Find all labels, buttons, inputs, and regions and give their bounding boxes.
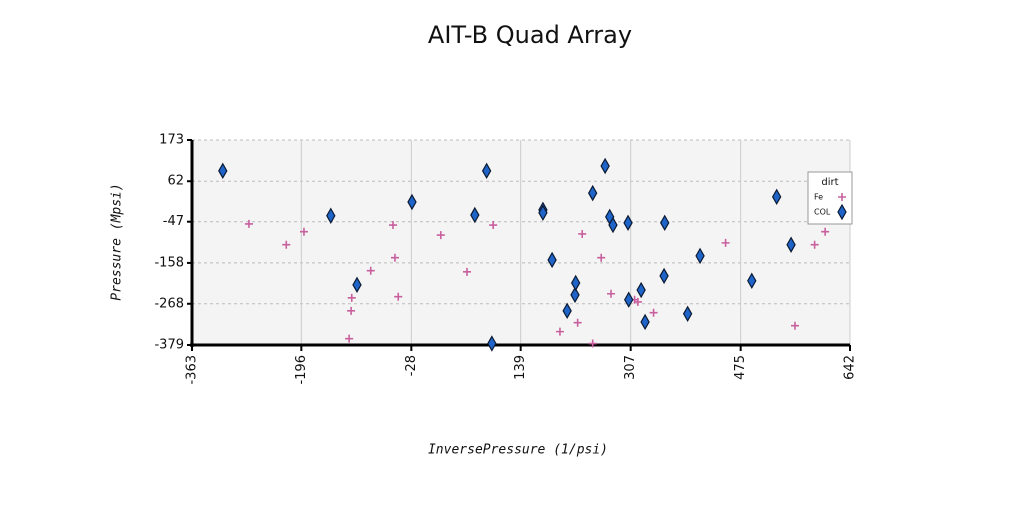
marker-diamond [562,302,572,320]
marker-plus [299,227,308,236]
y-tick-label: -158 [154,255,184,270]
marker-diamond [623,214,633,232]
marker-diamond [608,216,618,234]
marker-plus [578,229,587,238]
marker-diamond [659,267,669,285]
x-tick-label: 642 [843,355,858,380]
legend-label: COL [814,208,831,217]
marker-plus [489,221,498,230]
x-tick-label: -363 [185,355,200,385]
y-tick-label: 173 [159,133,184,148]
marker-diamond [600,157,610,175]
y-tick-label: -268 [154,296,184,311]
legend: dirt Fe COL [807,171,853,225]
x-tick-label: 307 [623,355,638,380]
marker-plus [721,238,730,247]
y-tick-label: -47 [163,214,184,229]
marker-diamond [786,236,796,253]
marker-diamond [640,313,650,331]
marker-diamond [570,274,581,292]
marker-plus [390,253,399,262]
marker-diamond [660,214,670,232]
marker-plus [821,227,830,236]
plot-layer: 173 62 -47 -158 -268 -379-363 -196 -28 139 307 475… [154,133,857,385]
marker-diamond [682,305,693,323]
x-axis-label: InversePressure (1/psi) [428,443,608,458]
x-tick-label: 475 [733,355,748,380]
x-tick-label: -28 [404,355,419,376]
x-tick-label: 139 [513,355,528,380]
marker-plus [607,289,616,298]
marker-diamond [837,203,847,221]
marker-plus [347,306,356,315]
marker-diamond [470,206,480,224]
legend-label: Fe [814,193,823,202]
marker-diamond [352,276,362,294]
marker-plus [347,293,356,302]
marker-plus [588,339,597,348]
marker-diamond [570,286,580,304]
marker-plus [791,321,800,330]
marker-diamond [747,272,757,289]
legend-title: dirt [821,177,838,188]
marker-plus [633,297,642,306]
marker-plus [389,221,398,230]
marker-diamond [538,204,548,221]
marker-plus [597,253,606,262]
y-axis-label: Pressure (Mpsi) [110,183,125,300]
marker-plus [436,231,445,240]
y-tick-label: -379 [154,338,184,353]
marker-plus [462,267,471,276]
marker-plus [649,308,658,317]
x-tick-label: -196 [294,355,309,385]
marker-plus [573,318,582,327]
marker-diamond [481,162,492,180]
marker-diamond [771,188,782,206]
marker-diamond [636,281,646,299]
marker-diamond [547,251,557,269]
marker-plus [838,193,846,201]
marker-plus [244,219,253,228]
marker-plus [394,292,403,301]
marker-diamond [588,184,598,202]
chart-title: AIT-B Quad Array [428,21,632,49]
marker-plus [366,266,375,275]
marker-plus [810,240,819,249]
marker-diamond [407,193,417,211]
marker-plus [282,240,291,249]
marker-plus [345,334,354,343]
marker-diamond [487,335,497,352]
marker-diamond [218,162,228,180]
marker-diamond [624,291,634,308]
marker-diamond [326,207,336,224]
y-tick-label: 62 [167,174,184,189]
marker-plus [555,327,564,336]
marker-diamond [695,247,705,265]
